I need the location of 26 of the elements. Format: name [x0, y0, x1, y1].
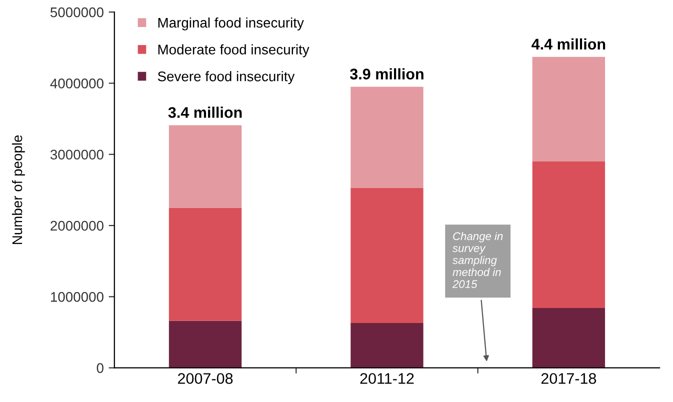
- x-tick-label: 2007-08: [178, 373, 233, 384]
- bar: [350, 188, 424, 324]
- bar: [532, 56, 606, 162]
- y-tick-label: 1000000: [50, 292, 104, 302]
- bar: [168, 125, 242, 208]
- legend-label: Marginal food insecurity: [158, 17, 304, 30]
- total-label: 3.9 million: [350, 68, 424, 80]
- x-tick-label: 2011-12: [360, 373, 414, 384]
- y-tick-label: 2000000: [50, 220, 104, 231]
- y-tick-label: 4000000: [50, 78, 104, 88]
- bar: [532, 161, 606, 308]
- bar: [350, 323, 424, 368]
- y-tick-label: 3000000: [50, 150, 104, 160]
- y-tick-label: 0: [96, 363, 104, 373]
- bar: [168, 320, 242, 368]
- legend-label: Severe food insecurity: [158, 71, 295, 84]
- bar: [168, 208, 242, 321]
- y-tick-label: 5000000: [50, 7, 104, 18]
- x-tick-label: 2017-18: [541, 373, 596, 384]
- total-label: 4.4 million: [532, 38, 606, 50]
- bar: [532, 308, 606, 368]
- bar: [350, 86, 424, 188]
- y-axis-title: Number of people: [12, 135, 25, 244]
- annotation: Change in survey sampling method in 2015: [452, 232, 503, 288]
- total-label: 3.4 million: [168, 106, 242, 118]
- legend-label: Moderate food insecurity: [158, 44, 310, 58]
